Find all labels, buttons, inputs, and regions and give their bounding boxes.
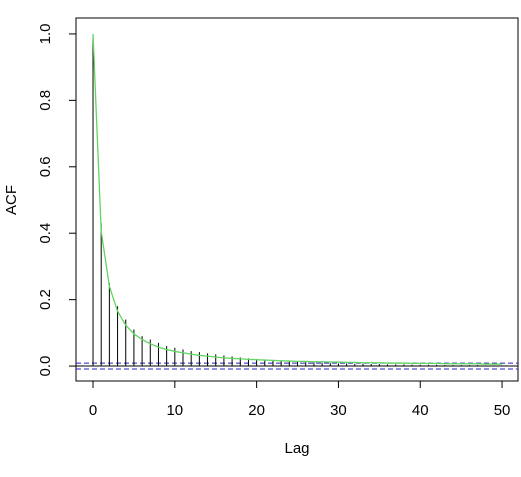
y-tick-label: 0.0 bbox=[37, 356, 54, 377]
y-axis-label: ACF bbox=[3, 185, 20, 215]
x-tick-label: 30 bbox=[330, 402, 347, 419]
x-tick-label: 20 bbox=[248, 402, 265, 419]
x-tick-label: 0 bbox=[89, 402, 97, 419]
x-tick-label: 50 bbox=[494, 402, 511, 419]
plot-box bbox=[75, 17, 519, 382]
x-axis-label: Lag bbox=[284, 440, 309, 457]
x-tick-label: 40 bbox=[412, 402, 429, 419]
y-tick-label: 0.8 bbox=[37, 90, 54, 111]
y-tick-label: 0.2 bbox=[37, 289, 54, 310]
y-tick-label: 0.6 bbox=[37, 156, 54, 177]
x-tick-label: 10 bbox=[166, 402, 183, 419]
y-tick-label: 1.0 bbox=[37, 24, 54, 45]
y-tick-label: 0.4 bbox=[37, 223, 54, 244]
fit-curve bbox=[92, 33, 503, 365]
